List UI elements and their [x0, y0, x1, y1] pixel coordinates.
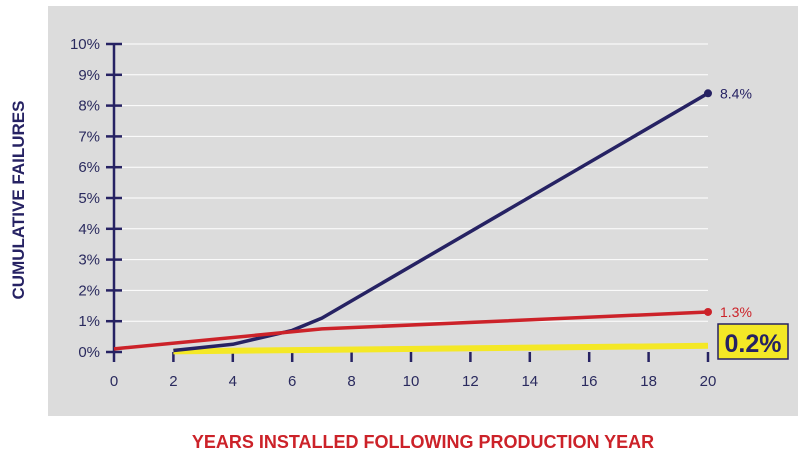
end-point	[704, 307, 712, 316]
x-tick-label: 2	[169, 373, 177, 390]
label-highlight-box	[717, 323, 789, 360]
end-label: 1.3%	[720, 304, 752, 320]
y-tick-label: 10%	[70, 36, 100, 53]
x-tick-label: 10	[403, 373, 420, 390]
axes	[106, 42, 710, 362]
y-tick-label: 7%	[78, 128, 100, 145]
x-tick-label: 18	[640, 373, 657, 390]
end-label: 8.4%	[720, 85, 752, 101]
x-tick-label: 0	[110, 373, 118, 390]
y-tick-label: 6%	[78, 159, 100, 176]
end-point	[704, 89, 712, 98]
grid	[114, 43, 708, 322]
y-tick-label: 1%	[78, 313, 100, 330]
x-tick-label: 8	[347, 373, 355, 390]
x-tick-label: 16	[581, 373, 598, 390]
series-line	[113, 310, 709, 351]
y-tick-label: 5%	[78, 190, 100, 207]
y-tick-label: 9%	[78, 67, 100, 84]
series	[113, 89, 712, 355]
end-label-box: 0.2%	[717, 323, 789, 360]
y-tick-label: 8%	[78, 98, 100, 115]
x-tick-label: 4	[229, 373, 237, 390]
y-tick-label: 2%	[78, 282, 100, 299]
x-tick-label: 12	[462, 373, 479, 390]
end-label: 0.2%	[725, 330, 782, 358]
y-axis-title: CUMULATIVE FAILURES	[9, 101, 28, 300]
y-tick-label: 4%	[78, 221, 100, 238]
plot-background	[48, 6, 798, 416]
x-axis-title: YEARS INSTALLED FOLLOWING PRODUCTION YEA…	[192, 432, 654, 452]
labels: 0% 1% 2% 3% 4% 5% 6% 7% 8% 9% 10% 0 2 4 6 8 10 12 14 16 18 20…	[70, 36, 789, 390]
y-tick-label: 0%	[78, 344, 100, 361]
x-tick-label: 14	[521, 373, 538, 390]
x-tick-label: 6	[288, 373, 296, 390]
y-tick-label: 3%	[78, 252, 100, 269]
series-line	[173, 342, 709, 355]
x-tick-label: 20	[700, 373, 717, 390]
